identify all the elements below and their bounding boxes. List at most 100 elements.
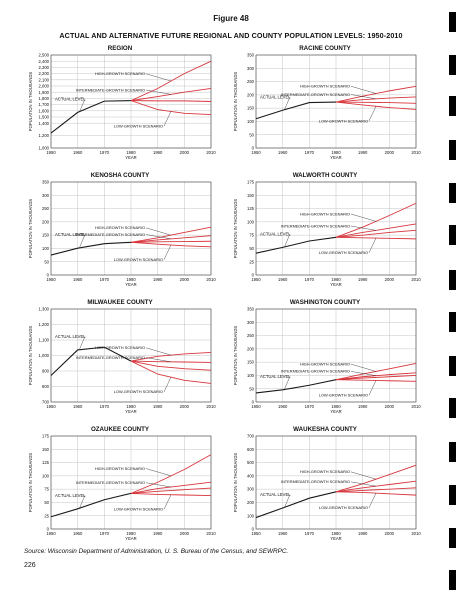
y-tick-label: 1,100 <box>39 338 50 343</box>
plot-frame <box>255 308 417 403</box>
x-tick-label: 1970 <box>305 277 315 282</box>
x-tick-label: 1990 <box>153 404 163 409</box>
scenario-line <box>130 487 212 494</box>
scenario-leader-line <box>145 347 172 356</box>
x-tick-label: 2010 <box>206 531 216 536</box>
actual-leader-line <box>284 96 291 110</box>
y-tick-label: 900 <box>42 369 50 374</box>
scenario-line <box>130 241 212 248</box>
scenario-line <box>335 374 417 381</box>
y-tick-label: 150 <box>42 233 50 238</box>
x-tick-label: 1990 <box>153 150 163 155</box>
y-tick-label: 350 <box>42 180 50 185</box>
scenario-leader-line <box>350 94 377 100</box>
x-tick-label: 2000 <box>180 404 190 409</box>
y-tick-label: 2,400 <box>39 59 50 64</box>
y-tick-label: 2,200 <box>39 71 50 76</box>
x-tick-label: 1990 <box>358 277 368 282</box>
binding-tab <box>449 398 456 418</box>
scenario-leader-line <box>350 471 377 480</box>
binding-tab <box>449 528 456 548</box>
x-tick-label: 1950 <box>251 277 261 282</box>
scenario-leader-line <box>145 468 172 477</box>
x-tick-label: 1950 <box>251 404 261 409</box>
x-axis-label: YEAR <box>330 155 341 160</box>
y-tick-label: 1,200 <box>39 322 50 327</box>
scenario-leader-line <box>163 244 172 260</box>
x-tick-label: 1990 <box>358 531 368 536</box>
x-tick-label: 2010 <box>411 404 421 409</box>
x-tick-label: 2000 <box>180 277 190 282</box>
scenario-leader-line <box>163 494 172 510</box>
y-tick-label: 50 <box>44 259 49 264</box>
y-tick-label: 100 <box>42 473 50 478</box>
binding-tab <box>449 12 456 32</box>
y-tick-label: 1,300 <box>39 307 50 312</box>
actual-line <box>255 491 337 519</box>
chart-ozaukee-plot: 0 25 50 75 100 125 150 175 1950 1960 1970 1980 1990 2… <box>28 434 216 541</box>
scenario-line <box>335 101 417 104</box>
chart-title: WAUKESHA COUNTY <box>293 426 357 433</box>
y-tick-label: 100 <box>247 219 255 224</box>
y-tick-label: 700 <box>247 434 255 439</box>
y-tick-label: 200 <box>247 92 255 97</box>
y-tick-label: 100 <box>247 373 255 378</box>
scenario-leader-line <box>350 225 377 231</box>
y-tick-label: 200 <box>247 500 255 505</box>
y-tick-label: 300 <box>42 193 50 198</box>
x-tick-label: 1970 <box>100 277 110 282</box>
scenario-label: LOW-GROWTH SCENARIO <box>319 392 368 397</box>
y-tick-label: 400 <box>247 473 255 478</box>
scenario-line <box>335 363 417 381</box>
scenario-line <box>130 88 212 102</box>
chart-title: WALWORTH COUNTY <box>292 172 358 179</box>
x-axis-label: YEAR <box>125 155 136 160</box>
y-tick-label: 1,600 <box>39 108 50 113</box>
y-tick-label: 1,400 <box>39 121 50 126</box>
y-tick-label: 300 <box>247 320 255 325</box>
plot-frame <box>255 181 417 276</box>
x-tick-label: 1960 <box>73 404 83 409</box>
scenario-line <box>335 487 417 493</box>
y-tick-label: 50 <box>249 132 254 137</box>
scenario-label: INTERMEDIATE-GROWTH SCENARIO <box>281 92 350 97</box>
y-tick-label: 0 <box>47 273 50 278</box>
binding-tab <box>449 356 456 376</box>
x-tick-label: 2000 <box>385 277 395 282</box>
y-tick-label: 800 <box>42 384 50 389</box>
actual-leader-line <box>284 494 291 508</box>
x-axis-label: YEAR <box>330 409 341 414</box>
actual-level-label: ACTUAL LEVEL <box>55 334 86 339</box>
scenario-leader-line <box>163 377 172 392</box>
y-tick-label: 250 <box>247 79 255 84</box>
y-tick-label: 1,800 <box>39 96 50 101</box>
x-tick-label: 1980 <box>126 150 136 155</box>
x-tick-label: 1990 <box>358 404 368 409</box>
y-tick-label: 700 <box>42 400 50 405</box>
x-tick-label: 1960 <box>278 150 288 155</box>
actual-line <box>255 379 337 394</box>
y-tick-label: 175 <box>42 434 50 439</box>
scenario-line <box>130 100 212 102</box>
scenario-label: LOW-GROWTH SCENARIO <box>114 389 163 394</box>
y-tick-label: 350 <box>247 307 255 312</box>
scenario-leader-line <box>145 227 172 236</box>
scenario-label: HIGH-GROWTH SCENARIO <box>300 84 350 89</box>
y-axis-label: POPULATION IN THOUSANDS <box>233 72 238 132</box>
x-tick-label: 2000 <box>385 404 395 409</box>
scenario-label: INTERMEDIATE-GROWTH SCENARIO <box>76 355 145 360</box>
y-tick-label: 125 <box>42 460 50 465</box>
y-tick-label: 125 <box>247 206 255 211</box>
scenario-leader-line <box>145 73 172 82</box>
x-tick-label: 2000 <box>180 150 190 155</box>
y-tick-label: 150 <box>247 360 255 365</box>
page-number: 226 <box>24 562 36 569</box>
binding-tab <box>449 270 456 290</box>
y-axis-label: POPULATION IN THOUSANDS <box>28 326 33 386</box>
x-tick-label: 1980 <box>126 404 136 409</box>
x-tick-label: 1990 <box>153 277 163 282</box>
x-tick-label: 1990 <box>153 531 163 536</box>
scenario-label: INTERMEDIATE-GROWTH SCENARIO <box>281 223 350 228</box>
scenario-line <box>335 236 417 240</box>
